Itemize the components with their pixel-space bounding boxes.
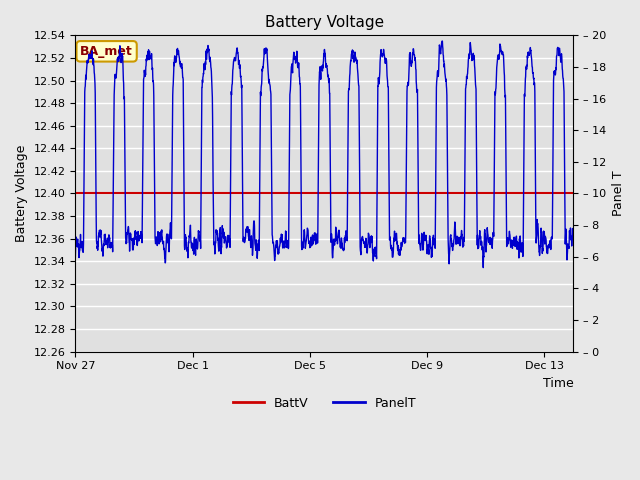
Title: Battery Voltage: Battery Voltage <box>265 15 384 30</box>
X-axis label: Time: Time <box>543 377 573 390</box>
Legend: BattV, PanelT: BattV, PanelT <box>227 392 421 415</box>
Y-axis label: Battery Voltage: Battery Voltage <box>15 145 28 242</box>
Y-axis label: Panel T: Panel T <box>612 170 625 216</box>
Text: BA_met: BA_met <box>80 45 133 58</box>
